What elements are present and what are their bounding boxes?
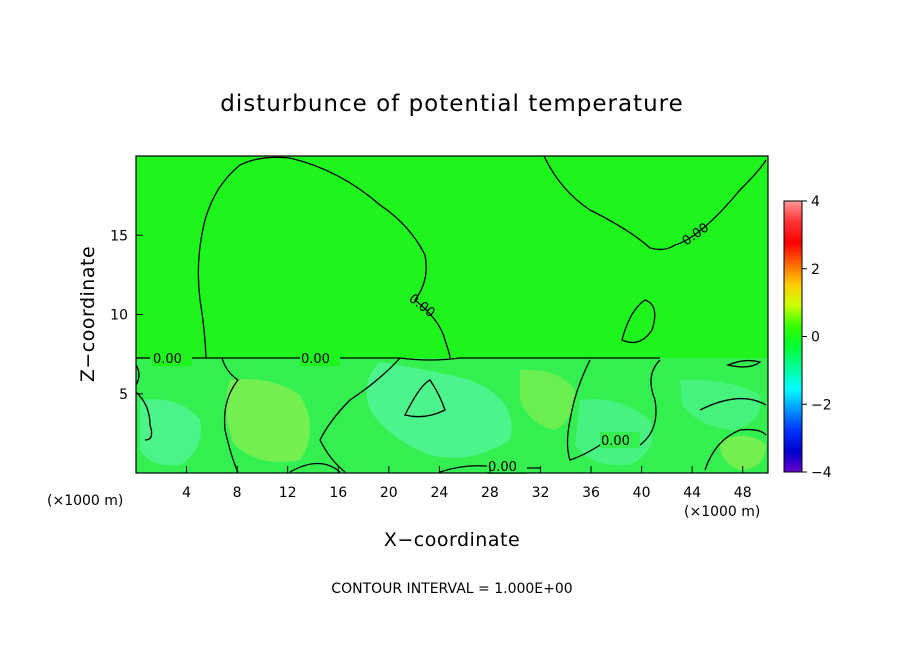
field-warm-patch [719,436,766,470]
contour-label: 0.00 [153,352,182,367]
chart-title: disturbunce of potential temperature [220,91,684,117]
x-tick-label: 36 [582,485,600,501]
contour-line [197,156,451,359]
contour-line [725,359,762,368]
colorbar-tick-label: −2 [811,397,832,413]
y-axis-label: Z−coordinate [77,246,99,382]
colorbar-tick-label: 4 [811,194,820,210]
contour-line [135,364,140,386]
colorbar-ticks: 4 2 0 −2 −4 [802,194,832,481]
contour-line [221,357,239,473]
colorbar: 4 2 0 −2 −4 [783,194,832,481]
contour-line [289,462,341,473]
contour-line [566,359,601,461]
contour-line [639,359,661,446]
contour-line [319,357,401,473]
y-tick-label: 10 [110,308,128,324]
x-tick-label: 28 [481,485,499,501]
contour-line [621,299,656,344]
x-tick-label: 20 [380,485,398,501]
contour-interval-note: CONTOUR INTERVAL = 1.000E+00 [331,581,572,597]
x-tick-label: 32 [532,485,550,501]
x-tick-label: 12 [279,485,297,501]
x-axis-ticks: 4 8 12 16 20 24 28 32 36 40 44 48 [182,466,752,501]
x-tick-label: 8 [233,485,242,501]
x-tick-label: 48 [734,485,752,501]
contour-label: 0.00 [301,352,330,367]
x-tick-label: 4 [182,485,191,501]
x-tick-label: 16 [329,485,347,501]
x-axis-label: X−coordinate [384,529,520,551]
y-tick-label: 5 [119,387,128,403]
contour-line [704,428,767,471]
field-upper-layer [136,156,768,358]
contour-lines [135,155,767,473]
field-cool-patch [140,399,201,466]
colorbar-tick-label: 0 [811,330,820,346]
field-warm-patch [226,379,310,463]
heatmap-field: 0.00 0.00 0.00 0.00 0.00 0.00 [135,155,769,475]
contour-label: 0.00 [488,460,517,475]
contour-line [543,155,767,251]
colorbar-tick-label: 2 [811,262,820,278]
colorbar-tick-label: −4 [811,465,832,481]
x-unit-label-right: (×1000 m) [684,504,760,520]
contour-label: 0.00 [601,434,630,449]
field-cool-patch [680,379,761,430]
x-tick-label: 44 [683,485,701,501]
contour-line [404,379,446,418]
contour-labels: 0.00 0.00 0.00 0.00 0.00 0.00 [152,220,712,475]
field-warm-patch [520,369,575,430]
contour-line [340,357,660,361]
contour-line [699,397,767,411]
y-tick-label: 15 [110,228,128,244]
x-tick-label: 24 [430,485,448,501]
field-cool-patch [366,362,512,458]
y-axis-ticks: 5 10 15 [110,228,143,403]
x-unit-label-left: (×1000 m) [47,493,123,509]
contour-line [135,391,153,441]
x-tick-label: 40 [633,485,651,501]
colorbar-fill [783,200,803,473]
